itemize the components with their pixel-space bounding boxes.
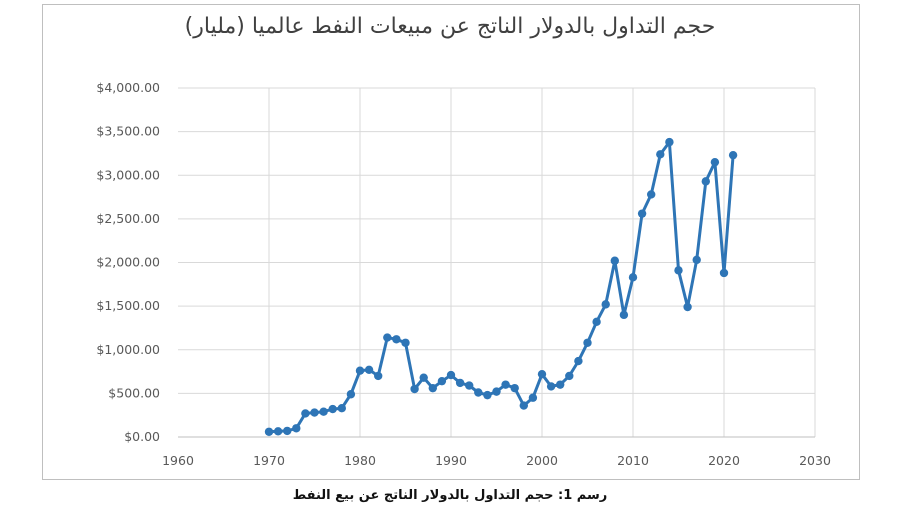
figure-caption: رسم 1: حجم التداول بالدولار الناتج عن بي… bbox=[292, 488, 608, 503]
data-point bbox=[410, 384, 419, 394]
x-tick-label: 2000 bbox=[526, 453, 558, 468]
data-point bbox=[510, 383, 519, 393]
data-point bbox=[647, 190, 656, 199]
data-point bbox=[710, 157, 720, 167]
data-point bbox=[719, 268, 729, 278]
data-point bbox=[392, 335, 401, 344]
series-line bbox=[268, 140, 735, 434]
data-point bbox=[337, 404, 346, 413]
y-tick-label: $1,500.00 bbox=[96, 298, 160, 313]
x-tick-label: 1960 bbox=[162, 453, 194, 468]
x-tick-label: 2030 bbox=[799, 453, 831, 468]
data-point bbox=[419, 373, 428, 382]
data-point bbox=[556, 380, 565, 389]
x-tick-label: 2010 bbox=[617, 453, 649, 468]
y-tick-label: $500.00 bbox=[108, 385, 160, 400]
y-tick-label: $2,500.00 bbox=[96, 211, 160, 226]
data-point bbox=[692, 255, 701, 265]
grid bbox=[178, 87, 816, 437]
data-point bbox=[656, 150, 665, 159]
data-point bbox=[728, 150, 738, 160]
data-point bbox=[628, 273, 638, 282]
data-point bbox=[310, 408, 319, 417]
data-point bbox=[328, 404, 337, 414]
data-point bbox=[437, 376, 447, 386]
data-point bbox=[610, 256, 619, 265]
data-point bbox=[601, 300, 610, 309]
data-point bbox=[537, 369, 547, 379]
x-tick-label: 1980 bbox=[344, 453, 376, 468]
data-point bbox=[355, 366, 365, 375]
data-point bbox=[637, 209, 647, 218]
data-series bbox=[264, 137, 738, 436]
data-point bbox=[264, 427, 274, 436]
y-tick-label: $3,500.00 bbox=[96, 124, 160, 139]
data-point bbox=[428, 383, 437, 393]
data-point bbox=[273, 427, 283, 436]
y-tick-label: $0.00 bbox=[124, 429, 160, 444]
data-point bbox=[665, 137, 674, 147]
data-point bbox=[446, 370, 456, 380]
data-point bbox=[292, 424, 301, 433]
data-point bbox=[374, 371, 383, 381]
data-point bbox=[364, 365, 374, 375]
data-point bbox=[455, 378, 465, 388]
x-tick-label: 1970 bbox=[253, 453, 285, 468]
data-point bbox=[301, 409, 310, 418]
data-point bbox=[383, 333, 392, 342]
chart-title: حجم التداول بالدولار الناتج عن مبيعات ال… bbox=[184, 14, 716, 39]
x-axis-tick-labels: 1960 1970 1980 1990 2000 2010 2020 2030 bbox=[162, 453, 831, 468]
data-point bbox=[546, 382, 556, 391]
data-point bbox=[283, 426, 292, 436]
y-tick-label: $2,000.00 bbox=[96, 255, 160, 270]
data-point bbox=[619, 310, 629, 320]
data-point bbox=[501, 380, 510, 389]
data-point bbox=[492, 387, 501, 396]
x-tick-label: 2020 bbox=[708, 453, 740, 468]
data-point bbox=[483, 390, 492, 400]
data-point bbox=[592, 317, 601, 327]
x-tick-label: 1990 bbox=[435, 453, 467, 468]
y-tick-label: $1,000.00 bbox=[96, 342, 160, 357]
y-axis-tick-labels: $0.00 $500.00 $1,000.00 $1,500.00 $2,000.00 $… bbox=[96, 80, 160, 444]
data-point bbox=[701, 177, 710, 186]
data-point bbox=[574, 356, 583, 366]
data-point bbox=[401, 338, 410, 347]
data-point bbox=[528, 393, 538, 402]
y-tick-label: $3,000.00 bbox=[96, 167, 160, 182]
data-point bbox=[683, 302, 692, 312]
data-point bbox=[583, 338, 592, 347]
data-point bbox=[474, 388, 483, 397]
data-point bbox=[674, 266, 683, 275]
y-tick-label: $4,000.00 bbox=[96, 80, 160, 95]
data-point bbox=[465, 381, 474, 390]
data-point bbox=[519, 401, 528, 410]
data-point bbox=[346, 390, 356, 399]
data-point bbox=[319, 407, 328, 416]
data-point bbox=[565, 371, 574, 381]
